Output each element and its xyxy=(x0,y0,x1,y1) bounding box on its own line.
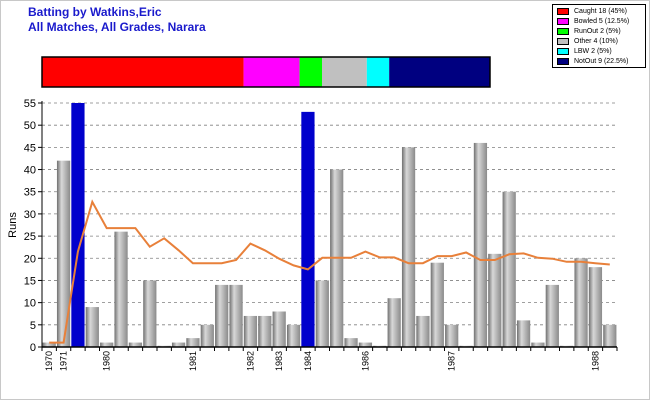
innings-bar xyxy=(531,342,545,347)
innings-bar xyxy=(344,338,358,347)
legend-label: LBW 2 (5%) xyxy=(574,48,612,55)
innings-bar xyxy=(229,284,243,347)
y-tick-label: 20 xyxy=(24,253,36,265)
innings-bar xyxy=(215,284,229,347)
innings-bar xyxy=(258,315,272,347)
legend-label: Bowled 5 (12.5%) xyxy=(574,18,630,25)
innings-bar xyxy=(186,338,200,347)
legend-label: Other 4 (10%) xyxy=(574,38,618,45)
year-label: 1981 xyxy=(188,351,198,371)
innings-bar xyxy=(100,342,114,347)
year-label: 1971 xyxy=(59,351,69,371)
innings-bar xyxy=(603,324,617,347)
y-tick-label: 25 xyxy=(24,231,36,243)
y-tick-label: 0 xyxy=(30,342,36,354)
year-label: 1984 xyxy=(303,351,313,371)
legend-swatch xyxy=(557,8,569,15)
innings-bar xyxy=(416,315,430,347)
innings-bar xyxy=(315,280,329,347)
y-tick-label: 50 xyxy=(24,120,36,132)
innings-bar xyxy=(401,147,416,347)
dismissal-bar-outline xyxy=(41,56,491,88)
y-tick-label: 15 xyxy=(24,275,36,287)
innings-bar xyxy=(574,258,588,347)
year-label: 1986 xyxy=(360,351,370,371)
running-average-line xyxy=(49,199,610,344)
innings-bar xyxy=(387,298,401,347)
y-tick-label: 55 xyxy=(24,98,36,110)
legend-label: NotOut 9 (22.5%) xyxy=(574,58,629,65)
year-label: 1988 xyxy=(590,351,600,371)
y-tick-label: 45 xyxy=(24,142,36,154)
dismissal-segment-bowled xyxy=(243,57,300,87)
y-axis-label: Runs xyxy=(7,212,19,238)
innings-bar xyxy=(445,324,459,347)
y-tick-label: 30 xyxy=(24,209,36,221)
innings-bar xyxy=(545,284,559,347)
innings-bar xyxy=(143,280,157,347)
innings-bar xyxy=(85,307,99,347)
chart-title: Batting by Watkins,Eric xyxy=(28,5,162,19)
legend-swatch xyxy=(557,48,569,55)
innings-bar xyxy=(358,342,373,347)
chart-subtitle: All Matches, All Grades, Narara xyxy=(28,20,206,34)
innings-bar xyxy=(588,267,603,347)
dismissal-segment-lbw xyxy=(366,57,390,87)
year-label: 1980 xyxy=(102,351,112,371)
y-tick-label: 35 xyxy=(24,187,36,199)
innings-bar xyxy=(42,342,56,347)
legend-swatch xyxy=(557,28,569,35)
innings-bar xyxy=(430,262,444,347)
innings-bar xyxy=(272,311,286,347)
legend-label: RunOut 2 (5%) xyxy=(574,28,621,35)
dismissal-segment-runout xyxy=(299,57,322,87)
innings-bar xyxy=(200,324,214,347)
innings-bar xyxy=(286,324,301,347)
notout-bar xyxy=(71,103,85,347)
y-tick-label: 40 xyxy=(24,165,36,177)
dismissal-segment-caught xyxy=(42,57,244,87)
legend-label: Caught 18 (45%) xyxy=(574,8,627,15)
innings-bar xyxy=(128,342,143,347)
innings-bar xyxy=(516,320,531,347)
legend-swatch xyxy=(557,18,569,25)
year-label: 1970 xyxy=(44,351,54,371)
year-label: 1982 xyxy=(245,351,255,371)
innings-bar xyxy=(171,342,186,347)
notout-bar xyxy=(301,111,315,347)
innings-bar xyxy=(488,253,502,347)
innings-bar xyxy=(243,315,258,347)
innings-bar xyxy=(114,231,128,347)
innings-bar xyxy=(502,191,516,347)
dismissal-segment-other xyxy=(322,57,367,87)
dismissal-segment-notout xyxy=(389,57,490,87)
y-tick-label: 10 xyxy=(24,298,36,310)
innings-bar xyxy=(473,142,488,347)
legend: Caught 18 (45%) Bowled 5 (12.5%) RunOut 2 … xyxy=(552,4,646,68)
year-label: 1987 xyxy=(447,351,457,371)
y-tick-label: 5 xyxy=(30,320,36,332)
legend-swatch xyxy=(557,38,569,45)
legend-swatch xyxy=(557,58,569,65)
year-label: 1983 xyxy=(274,351,284,371)
innings-bar xyxy=(56,160,71,347)
